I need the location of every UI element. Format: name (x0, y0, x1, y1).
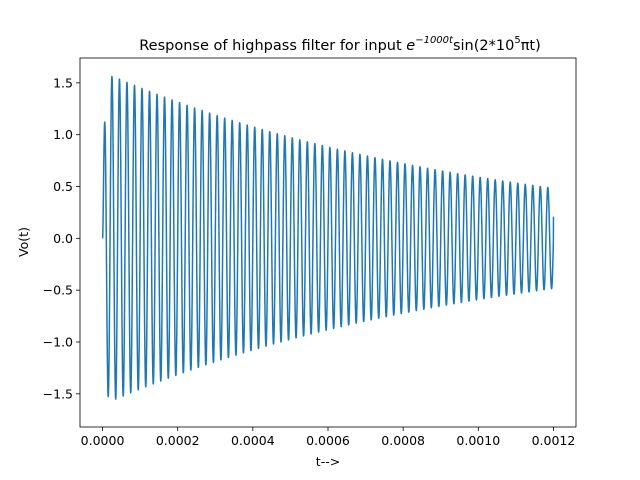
x-axis: 0.0000 0.0002 0.0004 0.0006 0.0008 0.0010 0.00… (81, 427, 576, 448)
y-tick-label: −1.5 (43, 386, 73, 401)
title-sin-open: sin(2*10 (453, 38, 514, 54)
x-tick-label: 0.0008 (381, 433, 425, 448)
x-tick-label: 0.0004 (231, 433, 275, 448)
y-axis-label: Vo(t) (16, 227, 31, 257)
y-tick-label: 1.5 (53, 75, 73, 90)
y-tick-label: 0.5 (53, 179, 73, 194)
title-sin-sup: 5 (514, 35, 520, 46)
y-axis: −1.5 −1.0 −0.5 0.0 0.5 1.0 1.5 (43, 75, 80, 401)
y-tick-label: 0.0 (53, 231, 73, 246)
title-sin-close: πt) (521, 38, 541, 54)
title-exp-sup: −1000t (415, 35, 454, 46)
y-tick-label: 1.0 (53, 127, 73, 142)
title-main: Response of highpass filter for input (139, 38, 406, 54)
y-tick-label: −1.0 (43, 335, 73, 350)
x-tick-label: 0.0002 (156, 433, 200, 448)
x-tick-label: 0.0010 (456, 433, 500, 448)
x-tick-label: 0.0012 (532, 433, 576, 448)
title-exp-base: e (406, 38, 415, 54)
series-line (101, 75, 555, 400)
y-tick-label: −0.5 (43, 283, 73, 298)
x-tick-label: 0.0000 (81, 433, 125, 448)
x-axis-label: t--> (316, 454, 340, 469)
chart-title: Response of highpass filter for input e−… (139, 35, 541, 54)
x-tick-label: 0.0006 (306, 433, 350, 448)
